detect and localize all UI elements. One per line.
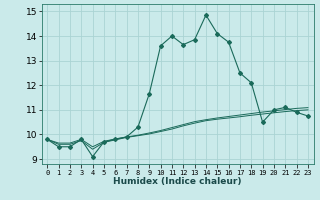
X-axis label: Humidex (Indice chaleur): Humidex (Indice chaleur) xyxy=(113,177,242,186)
